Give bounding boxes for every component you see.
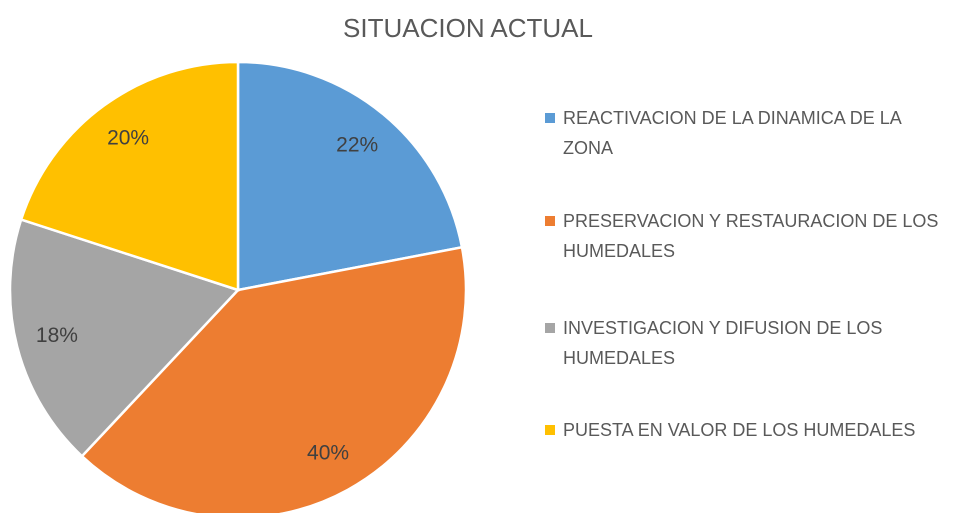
data-label: 18% (36, 324, 78, 347)
legend-item: PUESTA EN VALOR DE LOS HUMEDALES (545, 415, 955, 445)
pie-slice (19, 60, 240, 292)
legend-label: PRESERVACION Y RESTAURACION DE LOS HUMED… (563, 211, 939, 261)
legend-swatch (545, 323, 555, 333)
pie-slice (80, 245, 468, 513)
legend-label: INVESTIGACION Y DIFUSION DE LOS HUMEDALE… (563, 318, 883, 368)
legend-swatch (545, 216, 555, 226)
chart-title: SITUACION ACTUAL (343, 13, 593, 43)
legend-label: REACTIVACION DE LA DINAMICA DE LA ZONA (563, 108, 901, 158)
pie-slice (8, 217, 241, 458)
data-label: 22% (336, 133, 378, 156)
legend-item: INVESTIGACION Y DIFUSION DE LOS HUMEDALE… (545, 313, 955, 373)
legend-label: PUESTA EN VALOR DE LOS HUMEDALES (563, 420, 916, 440)
legend-item: PRESERVACION Y RESTAURACION DE LOS HUMED… (545, 206, 955, 266)
data-label: 40% (307, 441, 349, 464)
legend-swatch (545, 425, 555, 435)
legend-item: REACTIVACION DE LA DINAMICA DE LA ZONA (545, 103, 955, 163)
pie-slice (236, 60, 464, 292)
data-label: 20% (107, 126, 149, 149)
legend-swatch (545, 113, 555, 123)
